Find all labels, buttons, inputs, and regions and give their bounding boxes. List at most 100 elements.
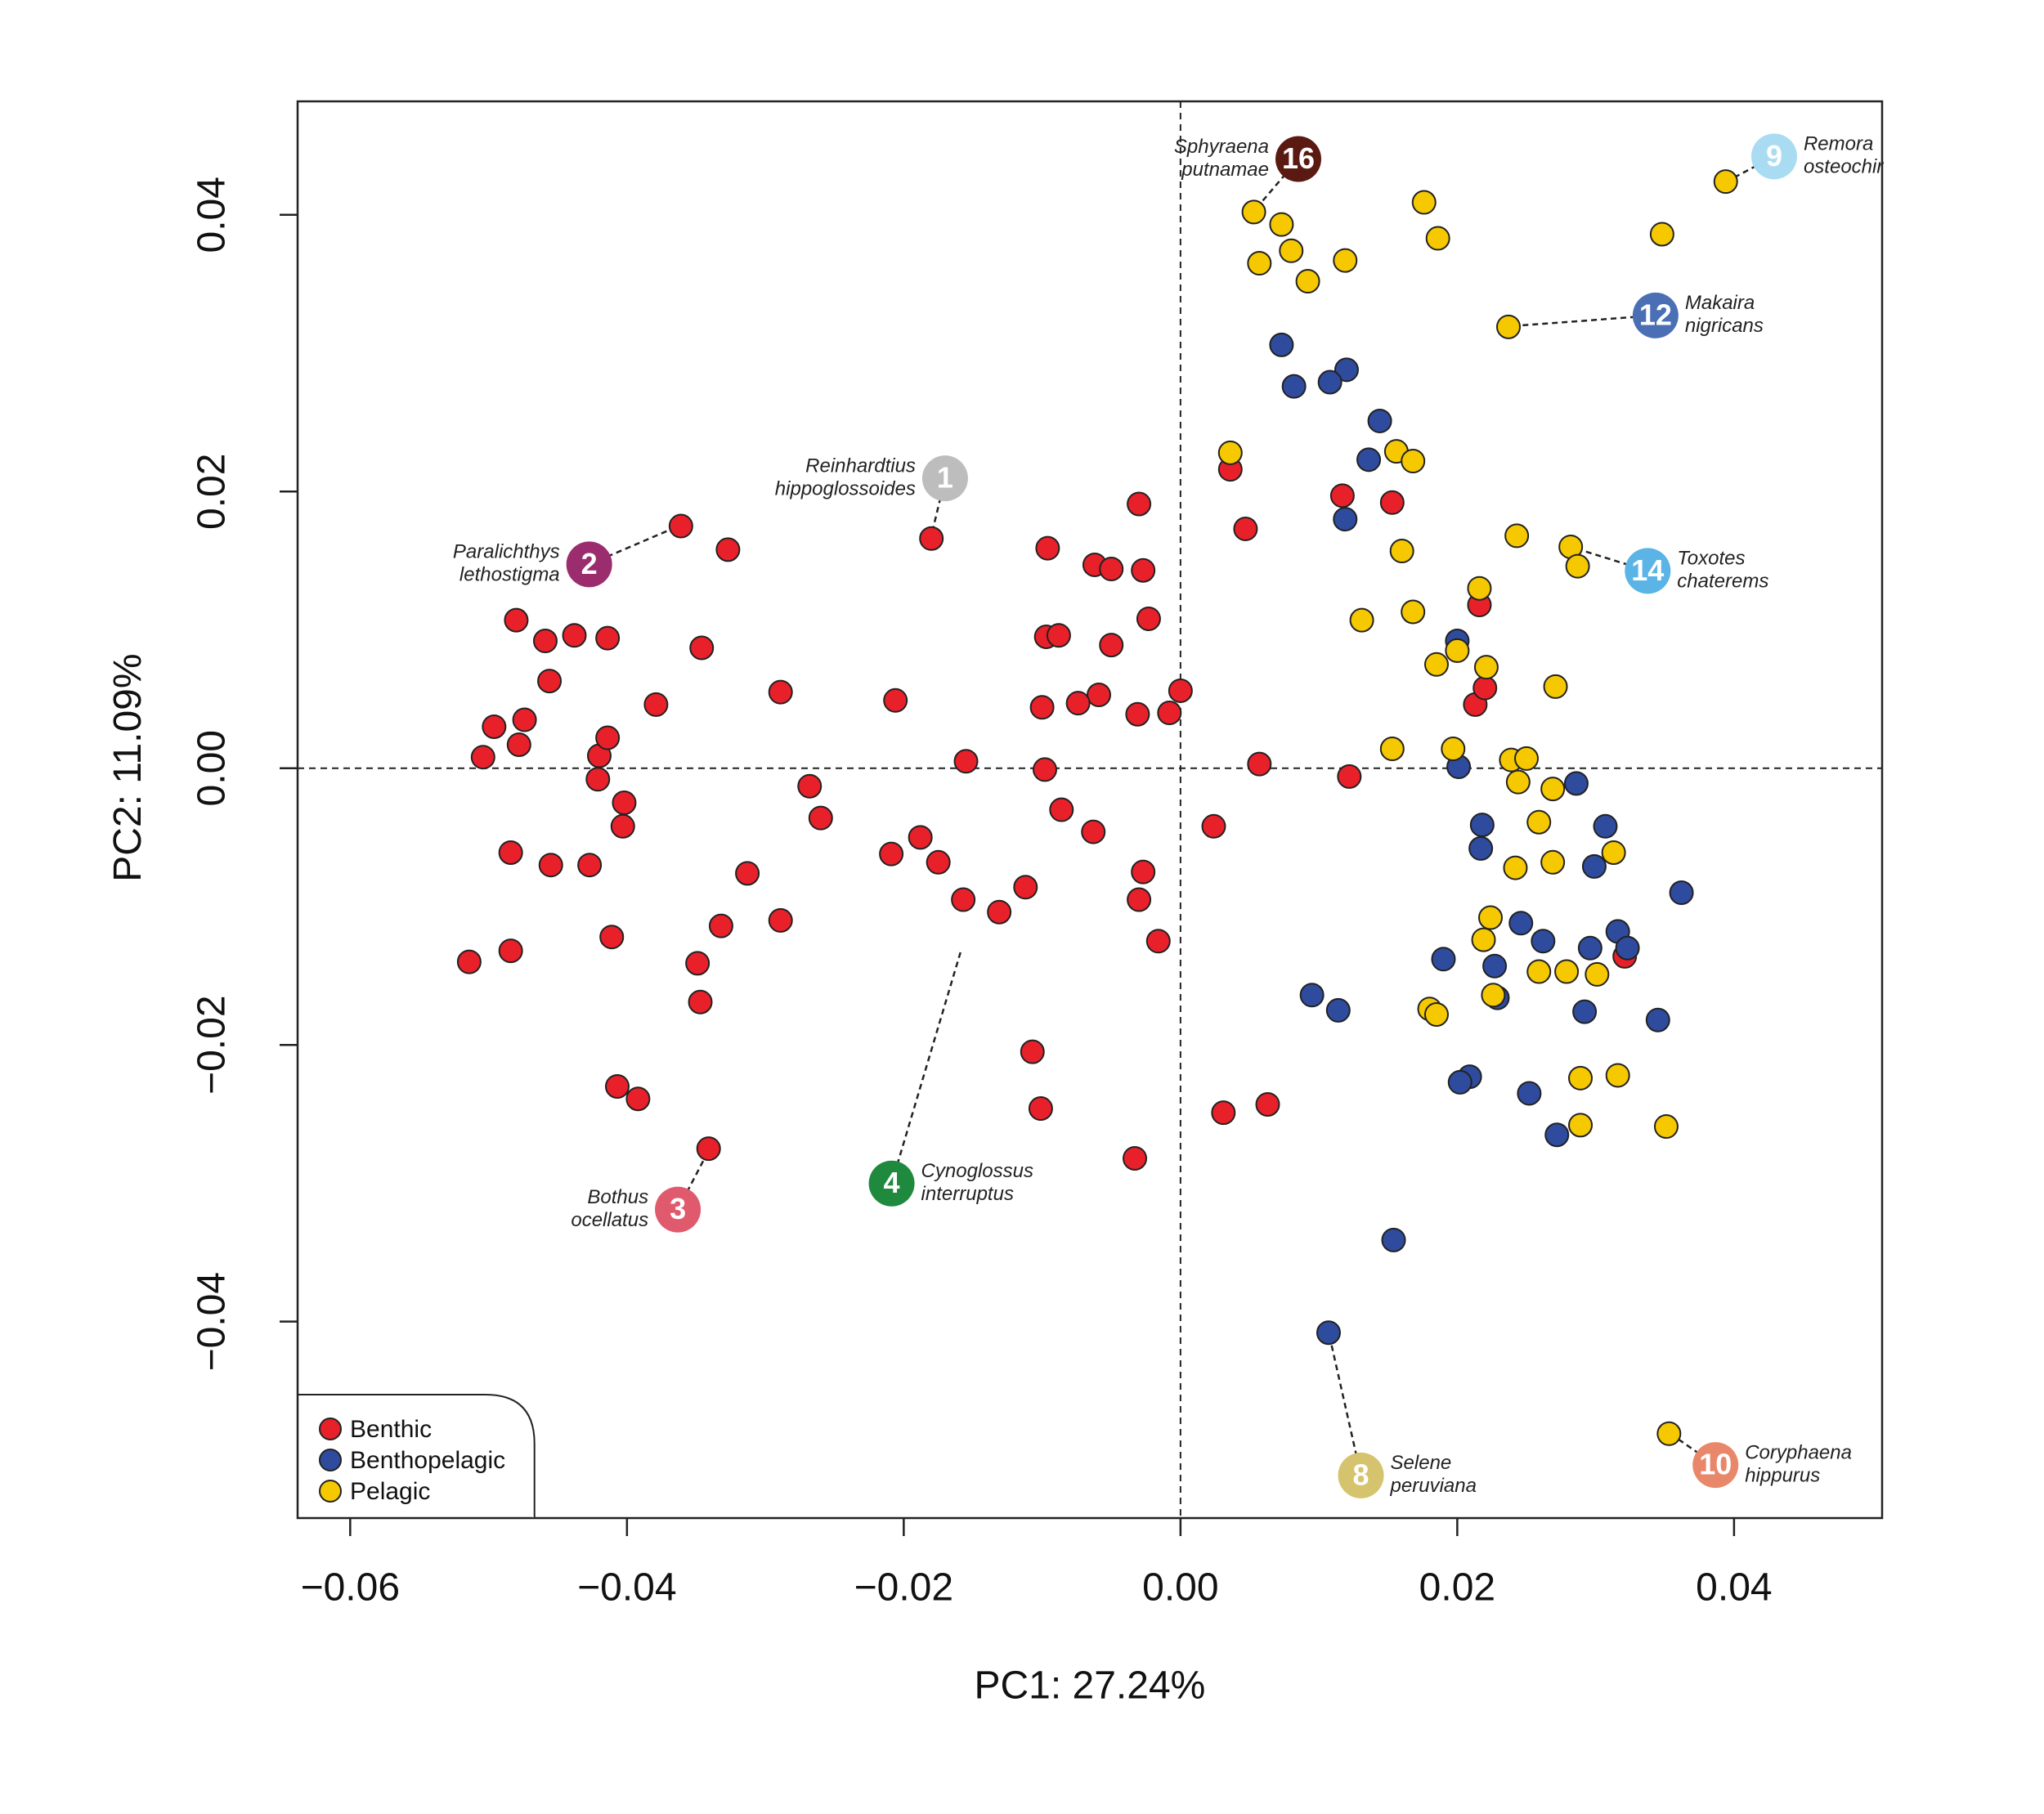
annotation-number: 1 [937,461,953,495]
point [1333,507,1358,532]
annotation-number: 10 [1699,1448,1732,1481]
annotation-label: hippurus [1745,1464,1820,1486]
point [735,861,760,886]
annotation-number: 16 [1282,141,1315,175]
point [599,925,625,950]
point [708,913,733,938]
point [1029,695,1055,720]
point [689,635,715,661]
point [1447,1069,1472,1095]
point [1605,1063,1630,1088]
point [1049,797,1074,822]
point [1299,983,1325,1008]
point [1669,880,1694,906]
annotation-label: Toxotes [1677,548,1745,570]
annotation-number: 14 [1631,553,1664,587]
annotation-number: 12 [1639,298,1672,331]
point [1247,251,1272,276]
annotation-number: 9 [1766,139,1782,172]
point [504,607,529,633]
point [1645,1007,1670,1032]
x-tick-label: 0.04 [1696,1566,1772,1610]
point [688,989,713,1014]
point [1473,655,1499,680]
point [643,692,669,717]
point [456,949,482,974]
point [1505,769,1531,795]
annotation-label: peruviana [1390,1475,1477,1497]
point [1325,997,1351,1023]
point [1281,374,1307,399]
annotation-label: hippoglossoides [775,477,916,499]
point [1334,357,1359,383]
point [1123,1145,1148,1171]
point [1543,674,1568,699]
point [1496,314,1522,339]
point [1131,859,1156,885]
annotation-label: Bothus [587,1186,648,1208]
point [1503,855,1528,880]
point [482,714,507,739]
point [919,526,944,551]
x-tick-label: −0.04 [577,1566,676,1610]
point [1581,853,1607,879]
point [883,688,908,713]
point [506,732,531,757]
point [595,625,621,651]
point [612,791,637,816]
annotation-label: Makaira [1685,292,1755,314]
point [1157,701,1182,726]
point [1081,819,1106,844]
y-tick-label: −0.04 [191,1272,234,1371]
point [1531,929,1556,954]
legend-marker [319,1448,342,1471]
point [768,907,793,933]
annotation-label: Paralichthys [453,541,560,563]
point [1379,737,1405,762]
point [1593,813,1618,839]
annotation-label: Selene [1391,1452,1452,1474]
point [1389,539,1414,564]
point [625,1086,651,1112]
point [1563,771,1589,796]
x-tick-label: −0.06 [301,1566,400,1610]
point [1316,1320,1341,1346]
point [1168,678,1193,703]
annotation-label: Remora [1804,133,1873,155]
point [1601,840,1626,865]
point [1035,535,1060,561]
annotation-number: 2 [581,547,598,580]
annotation-connector [589,524,681,566]
point [1125,701,1150,727]
annotation-badge [1338,1452,1384,1498]
point [1356,447,1382,473]
annotation-badge [868,1160,915,1207]
point [685,951,710,976]
annotation-badge [655,1186,702,1233]
point [1445,638,1470,663]
point [1401,599,1426,625]
point [1656,1421,1682,1446]
annotation-number: 4 [884,1166,900,1199]
point [1381,1227,1406,1252]
point [1065,691,1091,716]
annotation-connector [1497,314,1656,329]
point [1241,199,1266,225]
annotation-badge [1275,136,1322,182]
y-tick-label: 0.02 [191,454,234,530]
point [797,773,823,799]
point [1379,490,1405,515]
point [1585,961,1610,987]
point [1615,935,1640,961]
annotation-label: interruptus [921,1183,1014,1205]
point [1269,332,1294,357]
point [1577,935,1602,961]
point [1471,927,1496,952]
point [1269,212,1294,237]
annotation-label: Cynoglossus [921,1160,1033,1182]
point [1145,929,1171,954]
legend-label: Benthic [350,1416,432,1443]
point [1367,408,1392,433]
point [1423,652,1449,677]
